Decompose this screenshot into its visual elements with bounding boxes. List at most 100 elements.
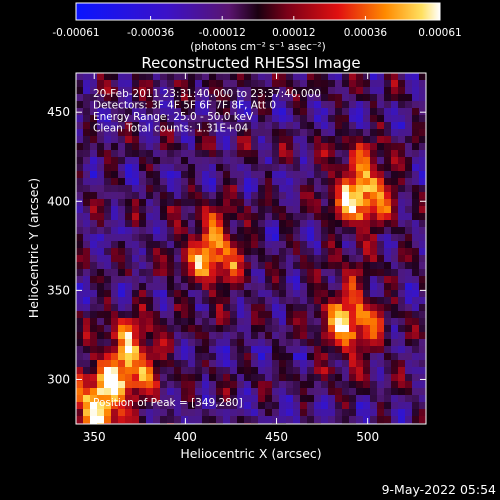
heatmap-cell: [244, 304, 251, 311]
heatmap-cell: [188, 381, 195, 388]
heatmap-cell: [356, 220, 363, 227]
heatmap-cell: [293, 381, 300, 388]
heatmap-cell: [391, 164, 398, 171]
heatmap-cell: [153, 199, 160, 206]
heatmap-cell: [258, 276, 265, 283]
heatmap-cell: [398, 248, 405, 255]
heatmap-cell: [391, 234, 398, 241]
heatmap-cell: [265, 241, 272, 248]
heatmap-cell: [391, 213, 398, 220]
heatmap-cell: [167, 283, 174, 290]
heatmap-cell: [321, 171, 328, 178]
heatmap-cell: [195, 325, 202, 332]
heatmap-cell: [111, 129, 118, 136]
heatmap-cell: [258, 269, 265, 276]
heatmap-cell: [279, 185, 286, 192]
heatmap-cell: [132, 248, 139, 255]
heatmap-cell: [251, 395, 258, 402]
heatmap-cell: [83, 304, 90, 311]
heatmap-cell: [90, 157, 97, 164]
heatmap-cell: [286, 290, 293, 297]
heatmap-cell: [293, 283, 300, 290]
heatmap-cell: [412, 164, 419, 171]
heatmap-cell: [76, 381, 83, 388]
heatmap-cell: [146, 360, 153, 367]
heatmap-cell: [398, 332, 405, 339]
heatmap-cell: [174, 262, 181, 269]
heatmap-cell: [90, 290, 97, 297]
heatmap-cell: [391, 227, 398, 234]
heatmap-cell: [111, 108, 118, 115]
heatmap-cell: [279, 304, 286, 311]
heatmap-cell: [370, 80, 377, 87]
heatmap-cell: [321, 283, 328, 290]
heatmap-cell: [237, 311, 244, 318]
heatmap-cell: [174, 325, 181, 332]
heatmap-cell: [314, 346, 321, 353]
heatmap-cell: [370, 339, 377, 346]
heatmap-cell: [237, 227, 244, 234]
heatmap-cell: [314, 304, 321, 311]
heatmap-cell: [384, 227, 391, 234]
heatmap-cell: [384, 339, 391, 346]
heatmap-cell: [118, 269, 125, 276]
heatmap-cell: [230, 73, 237, 80]
heatmap-cell: [300, 115, 307, 122]
heatmap-cell: [181, 409, 188, 416]
heatmap-cell: [146, 150, 153, 157]
heatmap-cell: [272, 80, 279, 87]
heatmap-cell: [293, 227, 300, 234]
heatmap-cell: [139, 325, 146, 332]
heatmap-cell: [398, 381, 405, 388]
heatmap-cell: [90, 94, 97, 101]
heatmap-cell: [398, 87, 405, 94]
heatmap-cell: [293, 143, 300, 150]
heatmap-cell: [146, 304, 153, 311]
heatmap-cell: [216, 108, 223, 115]
heatmap-cell: [237, 192, 244, 199]
heatmap-cell: [146, 241, 153, 248]
heatmap-cell: [202, 220, 209, 227]
heatmap-cell: [251, 220, 258, 227]
heatmap-cell: [174, 73, 181, 80]
heatmap-cell: [349, 143, 356, 150]
heatmap-cell: [188, 409, 195, 416]
heatmap-cell: [412, 80, 419, 87]
heatmap-cell: [419, 318, 426, 325]
heatmap-cell: [230, 353, 237, 360]
heatmap-cell: [111, 262, 118, 269]
heatmap-cell: [153, 276, 160, 283]
heatmap-cell: [153, 136, 160, 143]
heatmap-cell: [391, 185, 398, 192]
heatmap-cell: [391, 360, 398, 367]
heatmap-cell: [342, 381, 349, 388]
heatmap-cell: [349, 318, 356, 325]
heatmap-cell: [153, 262, 160, 269]
heatmap-cell: [202, 108, 209, 115]
heatmap-cell: [230, 332, 237, 339]
heatmap-cell: [335, 374, 342, 381]
heatmap-cell: [251, 227, 258, 234]
heatmap-cell: [118, 241, 125, 248]
heatmap-cell: [244, 241, 251, 248]
heatmap-cell: [398, 402, 405, 409]
heatmap-cell: [181, 220, 188, 227]
heatmap-cell: [139, 262, 146, 269]
heatmap-cell: [398, 94, 405, 101]
heatmap-cell: [139, 311, 146, 318]
heatmap-cell: [153, 206, 160, 213]
heatmap-cell: [349, 171, 356, 178]
heatmap-cell: [153, 297, 160, 304]
heatmap-cell: [160, 220, 167, 227]
heatmap-cell: [104, 199, 111, 206]
heatmap-cell: [83, 227, 90, 234]
heatmap-cell: [279, 332, 286, 339]
heatmap-cell: [202, 346, 209, 353]
heatmap-cell: [237, 115, 244, 122]
heatmap-cell: [419, 304, 426, 311]
heatmap-cell: [230, 241, 237, 248]
heatmap-cell: [370, 143, 377, 150]
heatmap-cell: [76, 297, 83, 304]
heatmap-cell: [293, 262, 300, 269]
